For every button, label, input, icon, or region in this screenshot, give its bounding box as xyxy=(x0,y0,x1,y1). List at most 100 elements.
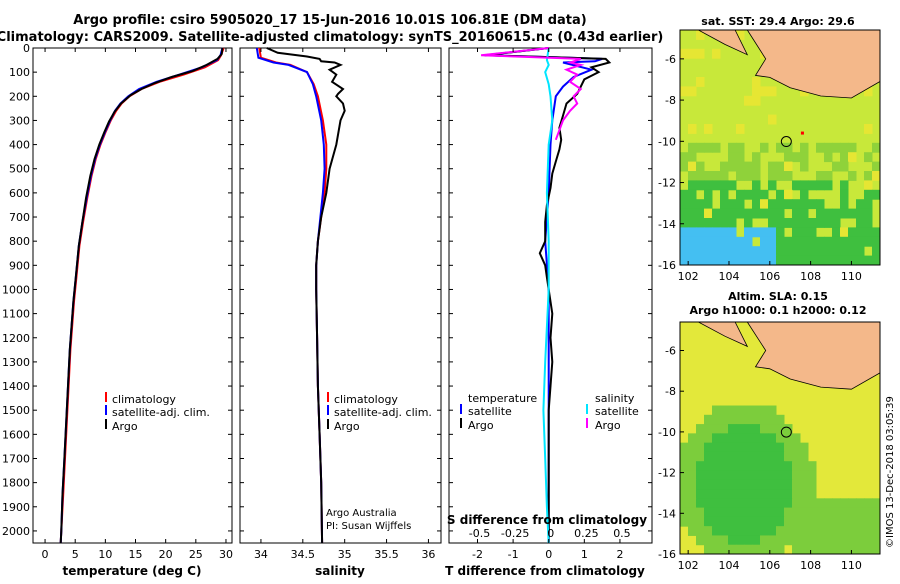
map-cell xyxy=(720,498,729,508)
map-x-tick-label: 106 xyxy=(759,270,780,283)
map-cell xyxy=(720,480,729,490)
map-cell xyxy=(680,152,689,162)
map-cell xyxy=(824,237,833,247)
map-y-tick-label: -6 xyxy=(665,53,676,66)
map-cell xyxy=(720,256,729,266)
map-cell xyxy=(776,498,785,508)
map-cell xyxy=(872,246,881,256)
map-cell xyxy=(720,227,729,237)
map-cell xyxy=(864,508,873,518)
map-cell xyxy=(736,237,745,247)
map-cell xyxy=(800,470,809,480)
map-cell xyxy=(736,517,745,527)
map-cell xyxy=(792,433,801,443)
map-cell xyxy=(728,424,737,434)
map-cell xyxy=(784,171,793,181)
map-cell xyxy=(784,498,793,508)
map-cell xyxy=(816,517,825,527)
map-cell xyxy=(696,180,705,190)
map-cell xyxy=(784,489,793,499)
map-cell xyxy=(800,218,809,228)
map-cell xyxy=(712,480,721,490)
map-cell xyxy=(696,461,705,471)
secondary-x-tick-label: 0 xyxy=(547,527,554,540)
map-cell xyxy=(808,545,817,555)
map-cell xyxy=(832,143,841,153)
map-cell xyxy=(712,180,721,190)
map-cell xyxy=(728,443,737,453)
map-cell xyxy=(752,96,761,106)
legend-satellite-adj: satellite-adj. clim. xyxy=(112,406,210,419)
map-cell xyxy=(680,443,689,453)
map-cell xyxy=(728,180,737,190)
map-cell xyxy=(680,227,689,237)
map-cell xyxy=(728,246,737,256)
map-cell xyxy=(744,237,753,247)
map-cell xyxy=(704,508,713,518)
map-cell xyxy=(768,461,777,471)
map-cell xyxy=(792,526,801,536)
map-cell xyxy=(728,489,737,499)
map-cell xyxy=(832,545,841,555)
map-cell xyxy=(720,190,729,200)
map-cell xyxy=(688,443,697,453)
map-cell xyxy=(712,433,721,443)
map-cell xyxy=(816,171,825,181)
map-cell xyxy=(776,489,785,499)
map-cell xyxy=(848,143,857,153)
map-cell xyxy=(776,237,785,247)
map-cell xyxy=(856,237,865,247)
map-cell xyxy=(840,246,849,256)
x-tick-label: 35 xyxy=(338,548,352,561)
map-cell xyxy=(800,199,809,209)
map-cell xyxy=(736,415,745,425)
map-cell xyxy=(792,256,801,266)
map-cell xyxy=(704,452,713,462)
map-cell xyxy=(864,171,873,181)
map-cell xyxy=(760,415,769,425)
map-cell xyxy=(728,199,737,209)
map-cell xyxy=(800,227,809,237)
y-tick-label: 2000 xyxy=(2,525,30,538)
map-cell xyxy=(720,209,729,219)
map-cell xyxy=(712,545,721,555)
map-cell xyxy=(768,470,777,480)
map-cell xyxy=(744,470,753,480)
y-tick-label: 900 xyxy=(9,259,30,272)
map-cell xyxy=(712,489,721,499)
map-y-tick-label: -14 xyxy=(658,218,676,231)
map-cell xyxy=(832,237,841,247)
map-cell xyxy=(768,86,777,96)
map-cell xyxy=(688,246,697,256)
map-cell xyxy=(736,526,745,536)
map-cell xyxy=(752,424,761,434)
map-cell xyxy=(816,246,825,256)
map-cell xyxy=(784,461,793,471)
map-cell xyxy=(744,545,753,555)
y-tick-label: 300 xyxy=(9,114,30,127)
map-cell xyxy=(752,517,761,527)
x-tick-label: 25 xyxy=(189,548,203,561)
legend-sal-satellite: satellite xyxy=(595,405,639,418)
map-cell xyxy=(776,480,785,490)
map-cell xyxy=(696,470,705,480)
map-cell xyxy=(776,535,785,545)
map-cell xyxy=(696,218,705,228)
map-cell xyxy=(744,489,753,499)
map-cell xyxy=(864,535,873,545)
map-y-tick-label: -8 xyxy=(665,385,676,398)
x-tick-label: 1 xyxy=(581,548,588,561)
map-cell xyxy=(744,190,753,200)
map-cell xyxy=(840,256,849,266)
map-cell xyxy=(864,237,873,247)
map-cell xyxy=(688,199,697,209)
map-cell xyxy=(776,545,785,555)
map-x-tick-label: 102 xyxy=(678,270,699,283)
map-cell xyxy=(856,508,865,518)
map-cell xyxy=(832,535,841,545)
map-cell xyxy=(728,209,737,219)
map-y-tick-label: -14 xyxy=(658,507,676,520)
map-cell xyxy=(760,480,769,490)
map-cell xyxy=(752,162,761,172)
map-cell xyxy=(776,246,785,256)
